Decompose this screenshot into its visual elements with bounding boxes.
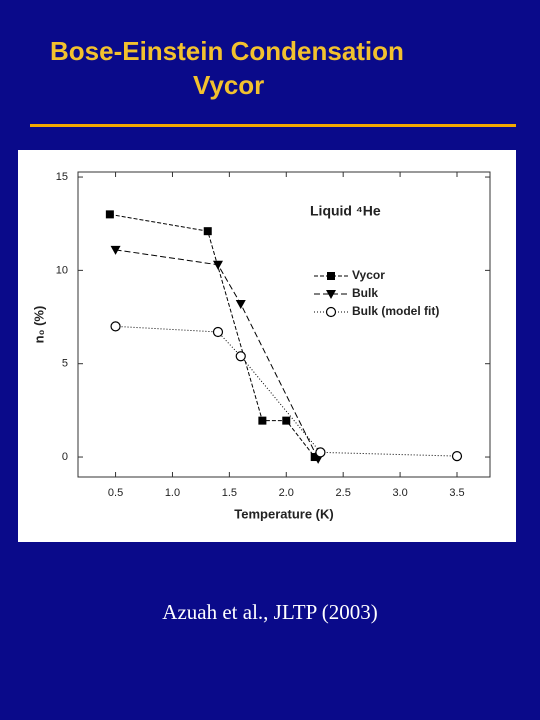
x-axis-label: Temperature (K) <box>234 506 333 521</box>
data-point <box>315 447 326 458</box>
x-tick-label: 2.0 <box>279 487 294 499</box>
x-tick-label: 0.5 <box>108 487 123 499</box>
legend-label: Bulk (model fit) <box>352 304 439 318</box>
series-line <box>115 249 319 460</box>
citation: Azuah et al., JLTP (2003) <box>162 600 378 624</box>
annotation: Liquid ⁴He <box>310 203 381 219</box>
y-tick-label: 0 <box>62 451 68 463</box>
x-tick-label: 1.5 <box>222 487 237 499</box>
legend-marker <box>325 306 337 318</box>
y-tick-label: 5 <box>62 358 68 370</box>
y-tick-label: 10 <box>56 264 68 276</box>
y-tick-label: 15 <box>56 171 68 183</box>
slide-title: Vycor <box>193 70 265 100</box>
data-point <box>110 245 121 255</box>
data-point <box>212 260 223 270</box>
legend-label: Bulk <box>352 286 378 300</box>
data-point <box>451 450 463 462</box>
slide-title: Bose-Einstein Condensation <box>50 36 404 66</box>
plot-frame <box>77 171 491 478</box>
legend-marker <box>327 272 335 280</box>
chart: 0.5 1.0 1.5 2.0 2.5 3.0 3.5 0 5 10 15 Temperature (… <box>31 171 491 521</box>
x-tick-label: 3.5 <box>449 487 464 499</box>
data-point <box>258 416 267 425</box>
chart-panel: 0.5 1.0 1.5 2.0 2.5 3.0 3.5 0 5 10 15 Temperature (… <box>18 150 516 542</box>
data-point <box>212 326 224 338</box>
y-axis-label: n₀ (%) <box>31 306 46 344</box>
data-point <box>105 210 114 219</box>
legend-marker <box>326 290 336 299</box>
x-tick-label: 1.0 <box>165 487 180 499</box>
series-line <box>115 325 458 457</box>
x-tick-label: 2.5 <box>336 487 351 499</box>
x-tick-label: 3.0 <box>392 487 407 499</box>
data-point <box>203 227 212 236</box>
data-point <box>282 416 291 425</box>
data-point <box>235 351 246 362</box>
divider <box>30 124 516 127</box>
data-point <box>235 299 246 309</box>
legend-label: Vycor <box>352 268 385 282</box>
data-point <box>110 321 121 332</box>
